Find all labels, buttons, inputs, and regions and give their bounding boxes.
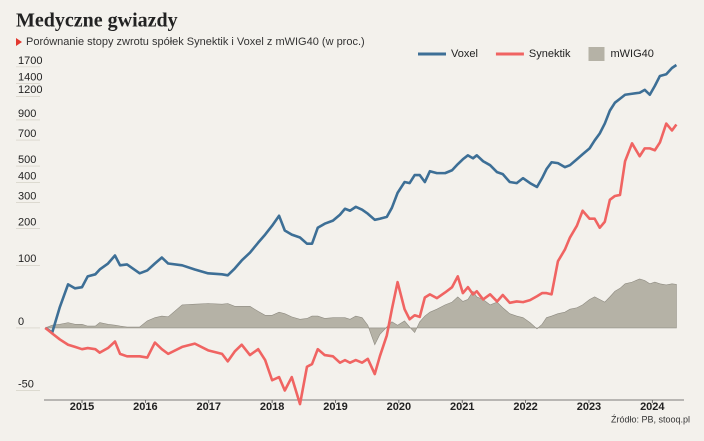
x-tick-label: 2021 [450,401,474,413]
line [44,63,678,334]
y-tick-label: 900 [18,108,36,120]
legend-label: Voxel [451,48,478,60]
x-tick-label: 2019 [323,401,347,413]
x-tick-label: 2016 [133,401,157,413]
chart-title: Medyczne gwiazdy [16,10,178,32]
legend-swatch [588,47,605,61]
x-tick-label: 2023 [577,401,601,413]
y-tick-label: -50 [18,378,34,390]
chart-subtitle: Porównanie stopy zwrotu spółek Synektik … [26,36,365,48]
y-tick-label: 1200 [18,84,42,96]
subtitle-marker [16,38,22,46]
y-tick-label: 100 [18,253,36,265]
legend-label: Synektik [529,48,571,60]
x-tick-label: 2022 [513,401,537,413]
x-tick-label: 2020 [387,401,411,413]
x-tick-label: 2015 [70,401,94,413]
y-tick-label: 1700 [18,55,42,67]
source-note: Źródło: PB, stooq.pl [611,414,690,424]
y-tick-label: 500 [18,154,36,166]
area [45,278,677,346]
line [44,122,678,406]
y-tick-label: 200 [18,217,36,229]
y-tick-label: 300 [18,191,36,203]
legend-label: mWIG40 [611,48,654,60]
x-tick-label: 2024 [640,401,665,413]
x-tick-label: 2017 [197,401,221,413]
y-tick-label: 0 [18,316,24,328]
y-tick-label: 700 [18,128,36,140]
y-tick-label: 400 [18,170,36,182]
y-tick-label: 1400 [18,71,42,83]
x-tick-label: 2018 [260,401,284,413]
